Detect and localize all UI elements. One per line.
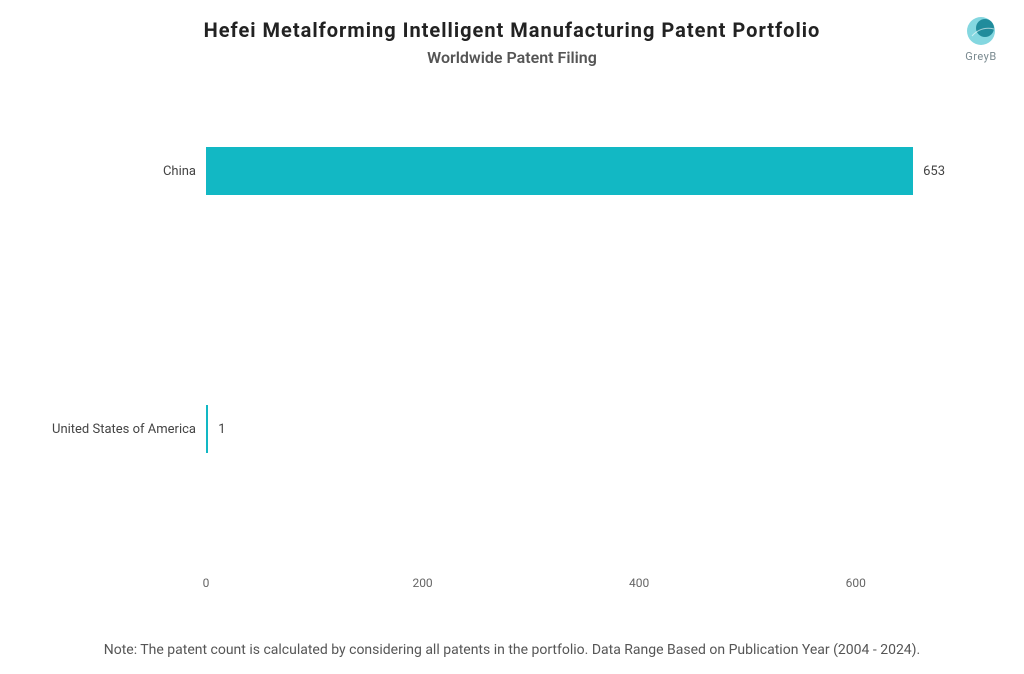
globe-icon bbox=[964, 14, 998, 48]
y-axis-label: United States of America bbox=[52, 422, 206, 437]
bar-value-label: 653 bbox=[923, 164, 945, 179]
bar-value-label: 1 bbox=[218, 422, 225, 437]
chart-area: China653United States of America1 020040… bbox=[0, 80, 1024, 604]
x-axis-tick: 400 bbox=[629, 576, 649, 590]
bar-row: China653 bbox=[206, 147, 964, 195]
chart-footnote: Note: The patent count is calculated by … bbox=[0, 642, 1024, 658]
plot-region: China653 United States of America1 bbox=[206, 80, 964, 572]
x-axis-tick: 600 bbox=[846, 576, 866, 590]
x-axis-tick: 200 bbox=[412, 576, 432, 590]
chart-title: Hefei Metalforming Intelligent Manufactu… bbox=[0, 0, 1024, 42]
chart-subtitle: Worldwide Patent Filing bbox=[0, 48, 1024, 67]
brand-logo: GreyB bbox=[964, 14, 998, 63]
x-axis-tick: 0 bbox=[203, 576, 210, 590]
bar bbox=[206, 405, 208, 453]
x-axis: 0 200 400 600 bbox=[206, 572, 964, 604]
chart-container: Hefei Metalforming Intelligent Manufactu… bbox=[0, 0, 1024, 674]
bar bbox=[206, 147, 913, 195]
bar-row: United States of America1 bbox=[206, 405, 964, 453]
brand-name: GreyB bbox=[964, 50, 998, 63]
y-axis-label: China bbox=[163, 164, 206, 179]
